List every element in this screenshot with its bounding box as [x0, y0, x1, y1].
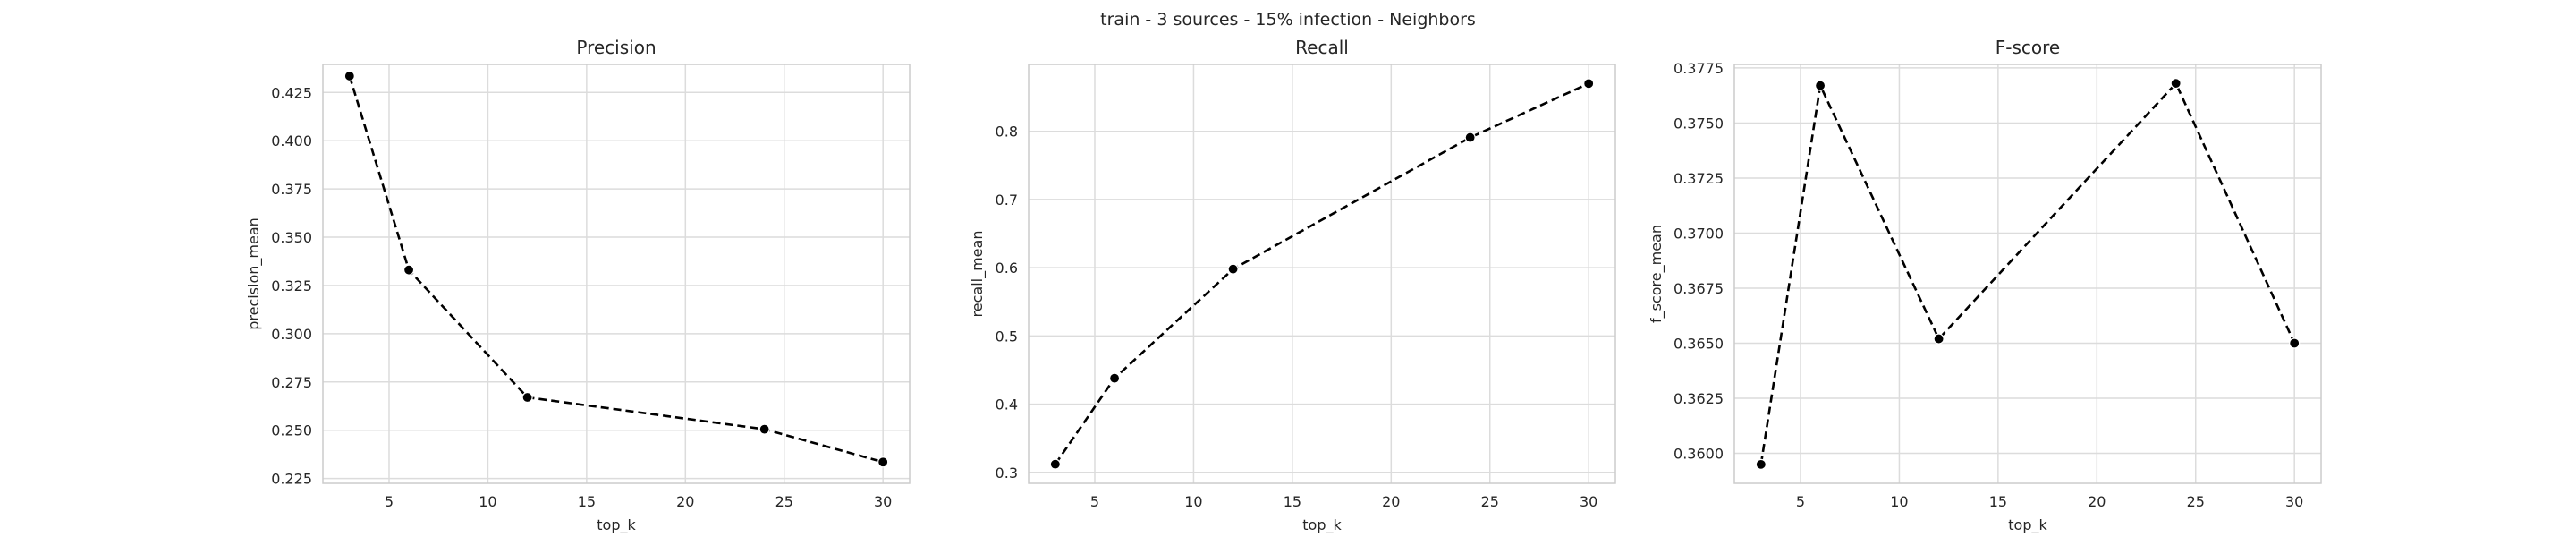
recall-title: Recall	[1295, 37, 1349, 58]
f-score-data-point	[1755, 458, 1767, 470]
precision-x-tick-label: 15	[578, 493, 596, 510]
recall-x-tick-label: 20	[1382, 493, 1400, 510]
recall-chart: 5 10 15 20 25 30 0.3 0.4 0.5 0.6 0.7 0.8 Recall top_k…	[969, 37, 1616, 534]
f-score-y-tick-label: 0.3650	[1674, 336, 1724, 353]
precision-y-tick-label: 0.325	[271, 277, 312, 294]
f-score-plot-area	[1734, 64, 2321, 483]
precision-x-tick-label: 25	[775, 493, 793, 510]
recall-x-tick-label: 30	[1580, 493, 1597, 510]
f-score-x-tick-label: 10	[1890, 493, 1908, 510]
precision-data-point	[758, 423, 770, 435]
precision-y-tick-label: 0.225	[271, 471, 312, 488]
precision-axes-frame	[322, 64, 911, 484]
recall-x-tick-label: 15	[1284, 493, 1301, 510]
precision-y-tick-label: 0.250	[271, 422, 312, 439]
f-score-chart: 5 10 15 20 25 30 0.3600 0.3625 0.3650 0.3675 0.370…	[1648, 37, 2322, 534]
f-score-data-point	[2289, 337, 2301, 349]
f-score-data-point	[1814, 80, 1826, 91]
precision-y-tick-label: 0.300	[271, 326, 312, 343]
recall-x-axis-label: top_k	[1302, 516, 1342, 534]
recall-y-tick-label: 0.5	[996, 328, 1018, 345]
precision-x-tick-label: 20	[676, 493, 694, 510]
f-score-y-tick-label: 0.3775	[1674, 60, 1724, 77]
f-score-y-tick-label: 0.3600	[1674, 446, 1724, 463]
f-score-y-tick-label: 0.3700	[1674, 225, 1724, 242]
f-score-x-tick-label: 5	[1796, 493, 1805, 510]
precision-chart: 5 10 15 20 25 30 0.225 0.250 0.275 0.300 0.325 0.35…	[245, 37, 911, 534]
recall-y-tick-label: 0.8	[996, 124, 1018, 141]
recall-y-tick-label: 0.4	[996, 396, 1018, 413]
recall-x-tick-label: 25	[1481, 493, 1499, 510]
precision-y-tick-label: 0.400	[271, 132, 312, 149]
recall-axes-frame	[1028, 64, 1616, 484]
recall-y-axis-label: recall_mean	[969, 231, 987, 318]
precision-y-tick-label: 0.275	[271, 374, 312, 391]
precision-y-tick-label: 0.425	[271, 84, 312, 101]
precision-data-point	[402, 264, 415, 276]
recall-x-tick-label: 10	[1184, 493, 1202, 510]
f-score-y-tick-label: 0.3750	[1674, 115, 1724, 132]
f-score-x-tick-label: 20	[2088, 493, 2106, 510]
precision-data-point	[877, 456, 889, 468]
recall-plot-area	[1029, 64, 1615, 483]
precision-plot-area	[323, 64, 910, 483]
recall-y-tick-label: 0.7	[996, 192, 1018, 209]
recall-data-point	[1464, 132, 1476, 143]
precision-data-point	[521, 391, 533, 404]
panels: 5 10 15 20 25 300.2250.2500.2750.3000.3250.35…	[245, 37, 2322, 534]
f-score-series-line	[1759, 81, 2296, 465]
precision-title: Precision	[576, 37, 656, 58]
recall-data-point	[1583, 78, 1595, 90]
f-score-x-axis-label: top_k	[2008, 516, 2047, 534]
precision-data-point	[343, 70, 355, 82]
f-score-y-tick-label: 0.3625	[1674, 390, 1724, 407]
f-score-title: F-score	[1996, 37, 2060, 58]
f-score-axes-frame	[1733, 64, 2322, 484]
precision-x-axis-label: top_k	[597, 516, 636, 534]
recall-y-tick-label: 0.3	[996, 465, 1018, 482]
f-score-x-tick-label: 15	[1989, 493, 2007, 510]
f-score-y-tick-label: 0.3675	[1674, 280, 1724, 297]
figure-suptitle: train - 3 sources - 15% infection - Neig…	[1100, 10, 1476, 30]
precision-x-tick-label: 10	[479, 493, 496, 510]
recall-data-point	[1049, 458, 1061, 470]
f-score-data-point	[2170, 78, 2182, 90]
recall-x-tick-label: 5	[1090, 493, 1099, 510]
precision-x-tick-label: 5	[385, 493, 394, 510]
precision-x-tick-label: 30	[874, 493, 892, 510]
f-score-y-axis-label: f_score_mean	[1648, 225, 1665, 323]
f-score-y-tick-label: 0.3725	[1674, 170, 1724, 187]
recall-y-tick-label: 0.6	[996, 260, 1018, 277]
recall-data-point	[1227, 263, 1239, 275]
f-score-data-point	[1933, 333, 1945, 345]
precision-y-axis-label: precision_mean	[245, 217, 263, 330]
precision-y-tick-label: 0.350	[271, 229, 312, 246]
precision-y-tick-label: 0.375	[271, 181, 312, 198]
f-score-x-tick-label: 25	[2187, 493, 2205, 510]
recall-data-point	[1108, 372, 1121, 384]
f-score-x-tick-label: 30	[2285, 493, 2303, 510]
